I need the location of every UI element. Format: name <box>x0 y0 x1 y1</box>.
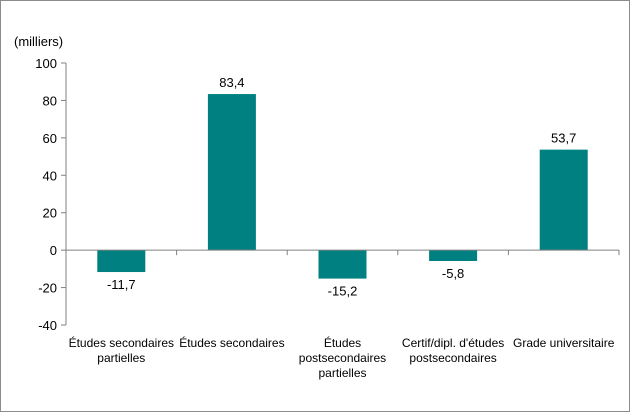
y-axis: -40 -20 0 20 40 60 80 100 <box>35 56 67 333</box>
y-tick-label: 20 <box>43 206 57 221</box>
x-tick-label: Études secondaires partielles <box>69 335 174 365</box>
y-tick-label: -40 <box>38 318 57 333</box>
data-label: -5,8 <box>442 266 464 281</box>
x-axis: Études secondaires partielles Études secon… <box>65 249 620 380</box>
y-unit-label: (milliers) <box>14 34 63 49</box>
x-tick-label: Études postsecondaires partielles <box>299 335 386 380</box>
y-tick-label: 80 <box>43 93 57 108</box>
y-tick-label: 60 <box>43 131 57 146</box>
data-label: 83,4 <box>219 75 244 90</box>
bar <box>539 149 588 251</box>
bar <box>97 250 146 273</box>
bar <box>318 250 367 279</box>
bars: -11,7 83,4 -15,2 -5,8 53,7 <box>97 75 588 299</box>
y-tick-label: -20 <box>38 281 57 296</box>
data-label: -15,2 <box>328 284 358 299</box>
y-tick-label: 0 <box>50 243 57 258</box>
data-label: 53,7 <box>551 131 576 146</box>
data-label: -11,7 <box>107 277 136 292</box>
y-tick-label: 40 <box>43 168 57 183</box>
y-tick-label: 100 <box>35 56 57 71</box>
x-tick-label: Grade universitaire <box>513 336 615 350</box>
bar <box>429 250 478 261</box>
x-tick-label: Études secondaires <box>179 335 284 350</box>
bar <box>207 94 256 251</box>
x-tick-label: Certif/dipl. d'études postsecondaires <box>402 336 504 365</box>
